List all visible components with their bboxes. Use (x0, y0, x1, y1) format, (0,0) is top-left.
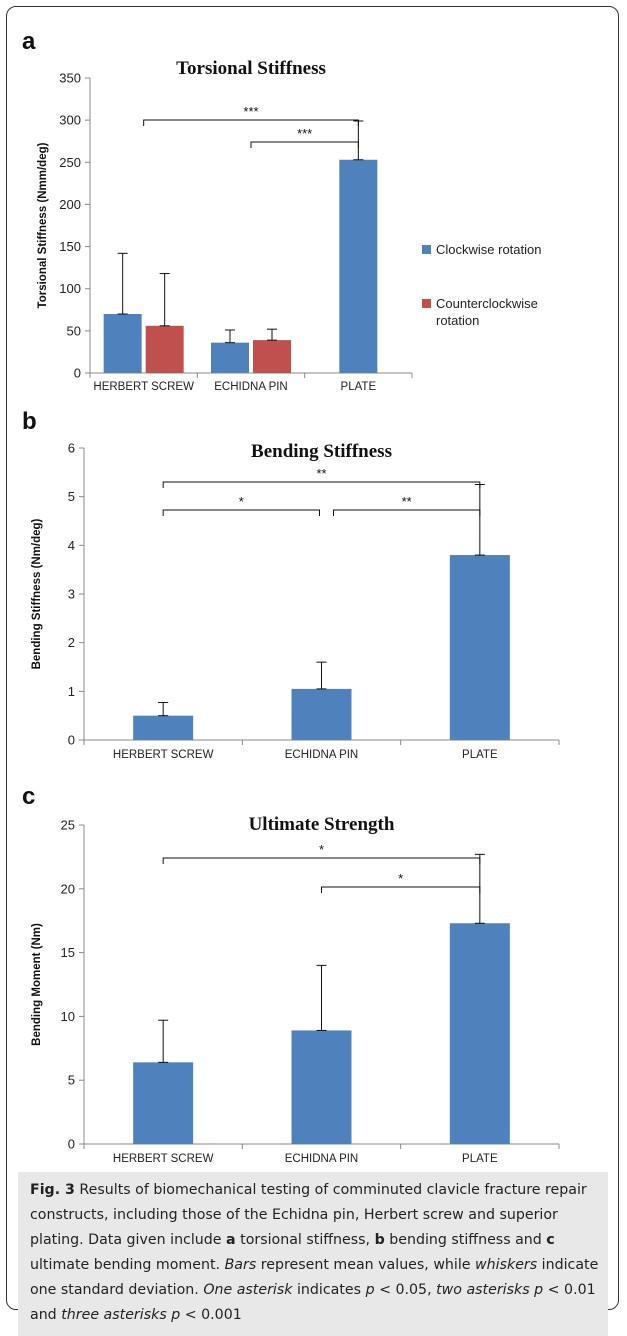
y-tick-label: 100 (59, 281, 81, 296)
caption-text: bending stiffness and (384, 1232, 547, 1248)
bending-stiffness-chart: Bending Stiffness Bending Stiffness (Nm/d… (31, 441, 560, 761)
y-tick-label: 20 (61, 881, 75, 896)
y-tick-label: 0 (68, 733, 75, 748)
caption-one-asterisk: One asterisk (203, 1282, 293, 1298)
legend-label: Counterclockwise rotation (436, 296, 538, 328)
caption-whiskers: whiskers (475, 1257, 538, 1273)
y-tick-label: 150 (59, 239, 81, 254)
legend-label: Clockwise rotation (436, 242, 542, 257)
bar-echidna-pin (291, 688, 352, 740)
significance-label: * (319, 842, 324, 857)
y-tick-label: 15 (61, 945, 75, 960)
legend-swatch (422, 299, 431, 308)
y-tick-label: 0 (68, 1137, 75, 1152)
significance-label: *** (243, 104, 258, 119)
y-tick-label: 25 (61, 818, 75, 833)
x-tick-label: HERBERT SCREW (113, 749, 214, 761)
y-axis-label: Bending Stiffness (Nm/deg) (31, 518, 43, 669)
bar-herbert-screw (145, 325, 184, 373)
torsional-stiffness-chart: Torsional Stiffness Torsional Stiffness (… (37, 58, 542, 393)
caption-fig-label: Fig. 3 (30, 1182, 75, 1198)
y-tick-label: 5 (68, 489, 75, 504)
caption-text: indicates (292, 1282, 366, 1298)
bar-herbert-screw (103, 314, 142, 373)
y-tick-label: 4 (68, 538, 75, 553)
caption-three-asterisks: three asterisks p (61, 1307, 181, 1323)
caption-text: ultimate bending moment. (30, 1257, 225, 1273)
x-tick-label: HERBERT SCREW (113, 1153, 214, 1165)
chart-title: Ultimate Strength (249, 814, 395, 835)
y-tick-label: 5 (68, 1073, 75, 1088)
caption-text: torsional stiffness, (235, 1232, 375, 1248)
significance-bracket (162, 857, 481, 864)
caption-two-asterisks: two asterisks p (436, 1282, 544, 1298)
caption-bars: Bars (224, 1257, 257, 1273)
bar-plate (449, 555, 510, 740)
significance-label: ** (316, 466, 326, 481)
caption-panel-a: a (226, 1232, 236, 1248)
significance-bracket (333, 509, 481, 516)
y-axis-label: Torsional Stiffness (Nmm/deg) (37, 142, 49, 308)
significance-bracket (321, 886, 481, 893)
bar-echidna-pin (291, 1030, 352, 1144)
chart-title: Bending Stiffness (251, 441, 392, 462)
y-tick-label: 3 (68, 587, 75, 602)
x-tick-label: HERBERT SCREW (93, 381, 194, 393)
y-tick-label: 6 (68, 441, 75, 456)
significance-label: * (398, 871, 403, 886)
ultimate-strength-chart: Ultimate Strength Bending Moment (Nm) 0 5 10… (31, 814, 560, 1165)
figure-caption: Fig. 3 Results of biomechanical testing … (18, 1172, 608, 1336)
y-tick-label: 10 (61, 1009, 75, 1024)
caption-text: Results of biomechanical testing of comm… (30, 1182, 587, 1248)
chart-title: Torsional Stiffness (176, 58, 326, 79)
panel-letter-b: b (22, 408, 37, 435)
y-tick-label: 200 (59, 197, 81, 212)
bar-plate (449, 923, 510, 1144)
significance-bracket (143, 119, 359, 126)
x-tick-label: PLATE (341, 381, 377, 393)
significance-bracket (250, 141, 359, 148)
caption-panel-b: b (374, 1232, 385, 1248)
significance-bracket (162, 509, 320, 516)
y-tick-label: 2 (68, 635, 75, 650)
x-tick-label: PLATE (462, 1153, 498, 1165)
caption-text: < 0.05, (374, 1282, 437, 1298)
x-tick-label: PLATE (462, 749, 498, 761)
legend-swatch (422, 245, 431, 254)
caption-text: indicate one standard deviation. (30, 1257, 599, 1298)
y-tick-label: 50 (67, 323, 81, 338)
panel-letter-c: c (22, 783, 36, 810)
caption-text: < 0.001 (180, 1307, 242, 1323)
caption-p: p (365, 1282, 375, 1298)
y-tick-label: 1 (68, 684, 75, 699)
significance-bracket (162, 481, 481, 488)
y-tick-label: 250 (59, 155, 81, 170)
x-tick-label: ECHIDNA PIN (285, 1153, 359, 1165)
y-axis-label: Bending Moment (Nm) (31, 923, 43, 1046)
y-tick-label: 0 (74, 366, 81, 381)
significance-label: ** (402, 494, 412, 509)
caption-text: represent mean values, while (256, 1257, 476, 1273)
bar-plate (339, 159, 378, 373)
significance-label: *** (297, 126, 312, 141)
y-tick-label: 350 (59, 71, 81, 86)
significance-label: * (239, 494, 244, 509)
caption-panel-c: c (546, 1232, 555, 1248)
bar-herbert-screw (133, 1062, 194, 1144)
x-tick-label: ECHIDNA PIN (285, 749, 359, 761)
x-tick-label: ECHIDNA PIN (214, 381, 288, 393)
bar-echidna-pin (253, 340, 291, 373)
y-tick-label: 300 (59, 113, 81, 128)
bar-echidna-pin (211, 342, 249, 373)
bar-herbert-screw (133, 715, 194, 740)
panel-letter-a: a (22, 28, 36, 55)
